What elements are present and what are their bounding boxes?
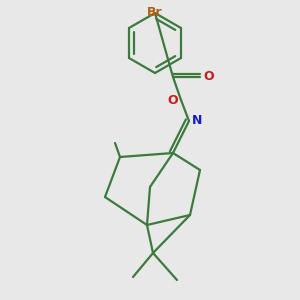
Text: O: O	[203, 70, 214, 83]
Text: Br: Br	[147, 5, 163, 19]
Text: N: N	[192, 115, 202, 128]
Text: O: O	[167, 94, 178, 106]
